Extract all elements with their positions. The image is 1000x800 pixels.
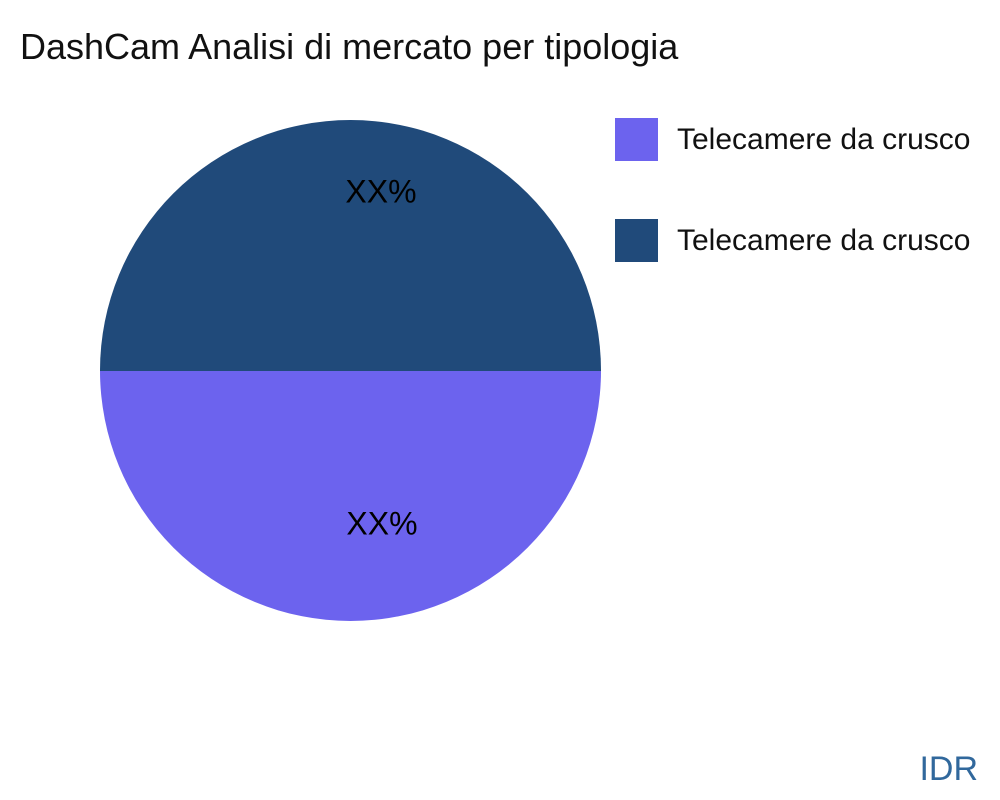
pie-slice-bottom-label: XX% <box>346 505 418 542</box>
legend-label: Telecamere da crusco <box>677 223 971 257</box>
legend-item: Telecamere da crusco <box>615 118 1000 161</box>
legend-item: Telecamere da crusco <box>615 219 1000 262</box>
legend-swatch-icon <box>615 219 658 262</box>
pie-slice-top <box>100 120 601 371</box>
pie-slice-top-label: XX% <box>345 173 417 210</box>
pie-slice-bottom <box>100 370 601 621</box>
legend-swatch-icon <box>615 118 658 161</box>
chart-title: DashCam Analisi di mercato per tipologia <box>20 26 679 67</box>
watermark-text: IDR <box>919 750 978 788</box>
chart-legend: Telecamere da crusco Telecamere da crusc… <box>615 118 1000 320</box>
legend-label: Telecamere da crusco <box>677 122 971 156</box>
